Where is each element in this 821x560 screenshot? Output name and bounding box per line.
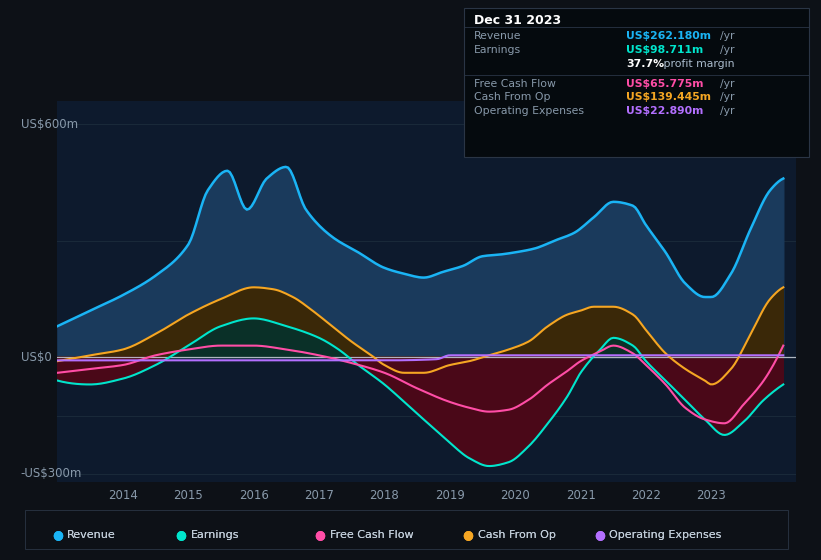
Text: Operating Expenses: Operating Expenses — [474, 106, 584, 116]
Text: Revenue: Revenue — [474, 31, 521, 41]
Text: Earnings: Earnings — [190, 530, 239, 540]
Text: Dec 31 2023: Dec 31 2023 — [474, 14, 561, 27]
Text: -US$300m: -US$300m — [21, 468, 82, 480]
Text: /yr: /yr — [720, 92, 735, 102]
Text: /yr: /yr — [720, 106, 735, 116]
Text: Free Cash Flow: Free Cash Flow — [474, 78, 556, 88]
Text: profit margin: profit margin — [660, 59, 735, 69]
Text: Earnings: Earnings — [190, 530, 239, 540]
Text: Cash From Op: Cash From Op — [478, 530, 556, 540]
Text: US$65.775m: US$65.775m — [626, 78, 704, 88]
Text: /yr: /yr — [720, 31, 735, 41]
Text: Earnings: Earnings — [474, 45, 521, 55]
Text: Operating Expenses: Operating Expenses — [609, 530, 722, 540]
Text: ●: ● — [175, 528, 186, 542]
Text: ●: ● — [462, 528, 474, 542]
Text: US$600m: US$600m — [21, 118, 78, 130]
Text: US$98.711m: US$98.711m — [626, 45, 703, 55]
Text: Free Cash Flow: Free Cash Flow — [330, 530, 414, 540]
Text: ●: ● — [52, 528, 63, 542]
Text: Revenue: Revenue — [67, 530, 116, 540]
Text: ●: ● — [462, 528, 474, 542]
Text: US$139.445m: US$139.445m — [626, 92, 711, 102]
Text: 37.7%: 37.7% — [626, 59, 664, 69]
Text: Cash From Op: Cash From Op — [478, 530, 556, 540]
Text: Free Cash Flow: Free Cash Flow — [330, 530, 414, 540]
Text: Cash From Op: Cash From Op — [474, 92, 550, 102]
Text: US$0: US$0 — [21, 351, 51, 364]
Text: ●: ● — [52, 528, 63, 542]
Text: /yr: /yr — [720, 78, 735, 88]
Text: US$22.890m: US$22.890m — [626, 106, 704, 116]
Text: ●: ● — [594, 528, 605, 542]
Text: /yr: /yr — [720, 45, 735, 55]
Text: ●: ● — [594, 528, 605, 542]
Text: Revenue: Revenue — [67, 530, 116, 540]
Text: ●: ● — [314, 528, 326, 542]
Text: US$262.180m: US$262.180m — [626, 31, 711, 41]
Text: ●: ● — [175, 528, 186, 542]
Text: Operating Expenses: Operating Expenses — [609, 530, 722, 540]
Text: ●: ● — [314, 528, 326, 542]
